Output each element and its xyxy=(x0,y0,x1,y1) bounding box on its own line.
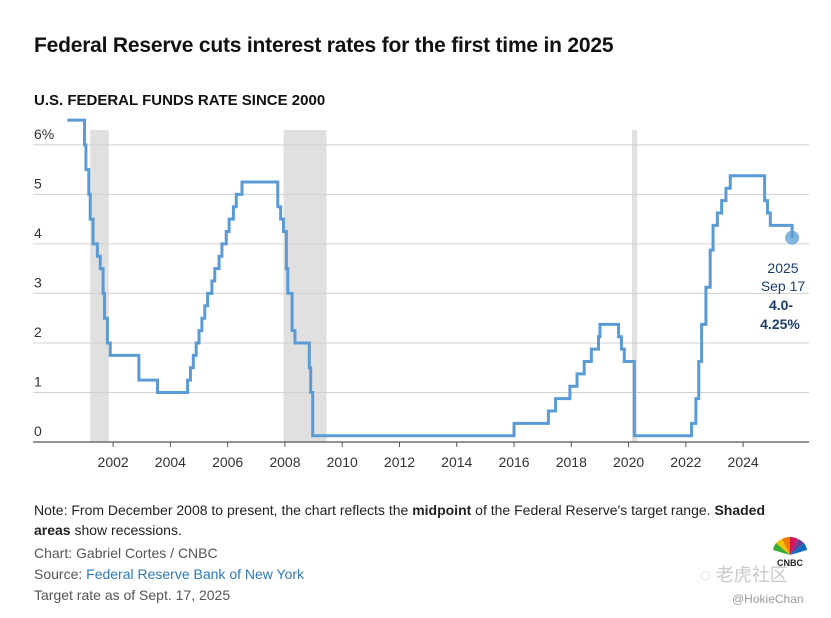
watermark-icon: ◌ xyxy=(700,565,716,585)
watermark-community: ◌ 老虎社区 xyxy=(700,561,788,587)
x-tick-label: 2022 xyxy=(670,454,701,470)
x-tick-label: 2016 xyxy=(498,454,529,470)
y-tick-label: 3 xyxy=(34,274,42,290)
y-tick-label: 6% xyxy=(34,126,54,142)
as-of-date: Target rate as of Sept. 17, 2025 xyxy=(34,587,231,603)
source-link[interactable]: Federal Reserve Bank of New York xyxy=(86,566,305,582)
annotation-year: 2025 xyxy=(767,260,798,276)
note-text: Note: From December 2008 to present, the… xyxy=(34,502,413,518)
gridlines xyxy=(33,144,809,443)
annotation-range-1: 4.0- xyxy=(769,297,793,313)
watermark-handle: @HokieChan xyxy=(732,592,804,606)
endpoint-marker xyxy=(785,230,800,245)
x-tick-label: 2006 xyxy=(212,454,243,470)
note-text-3: show recessions. xyxy=(70,522,182,538)
headline: Federal Reserve cuts interest rates for … xyxy=(34,34,614,57)
x-tick-label: 2002 xyxy=(98,454,129,470)
x-tick-label: 2020 xyxy=(613,454,644,470)
x-tick-label: 2018 xyxy=(556,454,587,470)
x-tick-label: 2004 xyxy=(155,454,186,470)
y-tick-label: 1 xyxy=(34,373,42,389)
fed-funds-chart: 6% 5 4 3 2 1 0 2002 2004 2006 2008 2010 2012 2014 201… xyxy=(33,118,809,470)
y-tick-label: 2 xyxy=(34,324,42,340)
x-tick-label: 2008 xyxy=(269,454,300,470)
note-text-2: of the Federal Reserve's target range. xyxy=(471,502,715,518)
annotation-date: Sep 17 xyxy=(761,278,806,294)
note-shaded-areas: Shaded areas xyxy=(34,502,766,538)
chart-note: Note: From December 2008 to present, the… xyxy=(34,500,774,540)
x-tick-label: 2014 xyxy=(441,454,472,470)
series-line xyxy=(67,118,794,438)
note-midpoint: midpoint xyxy=(412,502,472,518)
recession-bands xyxy=(90,130,638,442)
cnbc-peacock-logo: CNBC xyxy=(773,536,807,568)
recession-band xyxy=(283,130,327,442)
x-tick-label: 2010 xyxy=(327,454,358,470)
watermark-text: 老虎社区 xyxy=(715,565,788,585)
x-axis-ticks: 2002 2004 2006 2008 2010 2012 2014 2016 2018 2020… xyxy=(98,442,759,470)
y-tick-label: 5 xyxy=(34,175,42,191)
source-line: Source: Federal Reserve Bank of New York xyxy=(34,566,304,582)
recession-band xyxy=(90,130,109,442)
y-tick-label: 4 xyxy=(34,225,42,241)
annotation-range-2: 4.25% xyxy=(760,316,800,332)
y-tick-label: 0 xyxy=(34,423,42,439)
chart-credit: Chart: Gabriel Cortes / CNBC xyxy=(34,545,218,561)
chart-title: U.S. FEDERAL FUNDS RATE SINCE 2000 xyxy=(34,92,326,109)
y-axis-ticks: 6% 5 4 3 2 1 0 xyxy=(34,126,54,439)
endpoint-annotation: 2025 Sep 17 4.0- 4.25% xyxy=(760,260,805,332)
series-line-layer xyxy=(67,118,800,438)
recession-band xyxy=(632,130,638,442)
logo-wordmark: CNBC xyxy=(777,558,803,568)
x-tick-label: 2024 xyxy=(728,454,759,470)
x-tick-label: 2012 xyxy=(384,454,415,470)
source-label: Source: xyxy=(34,566,87,582)
